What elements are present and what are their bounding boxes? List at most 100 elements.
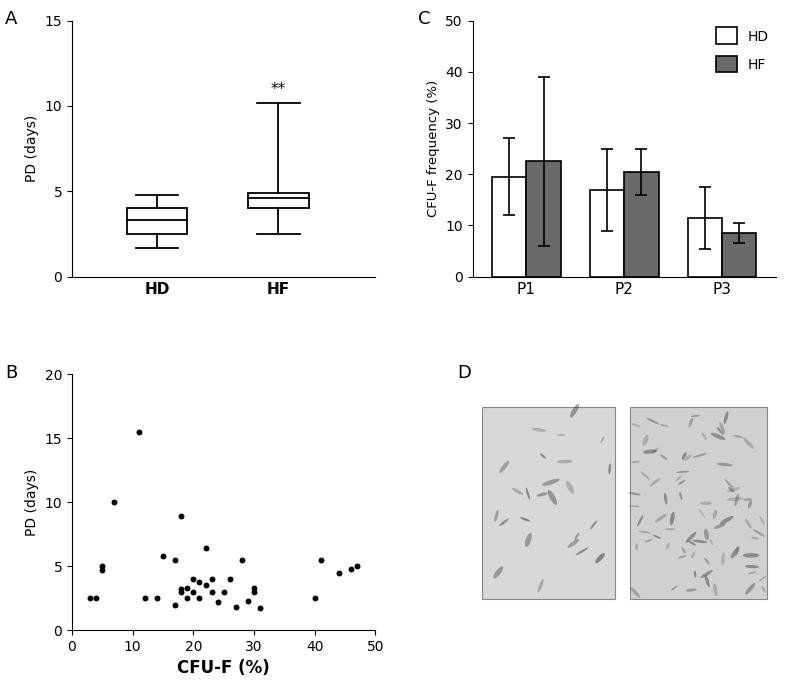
Point (90, 593, 102, 603)
Ellipse shape (713, 510, 717, 519)
Point (351, 561, 364, 572)
Ellipse shape (678, 480, 685, 485)
X-axis label: CFU-F (%): CFU-F (%) (178, 660, 270, 677)
Bar (688, 218, 722, 277)
Ellipse shape (652, 447, 658, 454)
Ellipse shape (641, 471, 650, 480)
Ellipse shape (728, 487, 734, 492)
Text: B: B (6, 364, 18, 382)
Ellipse shape (724, 411, 729, 424)
Ellipse shape (719, 422, 725, 434)
Point (84, 593, 97, 603)
Ellipse shape (705, 575, 710, 587)
Point (199, 580, 212, 591)
Ellipse shape (538, 579, 544, 593)
Ellipse shape (548, 490, 557, 505)
Ellipse shape (689, 541, 696, 545)
Ellipse shape (646, 418, 659, 425)
Ellipse shape (748, 500, 752, 508)
Ellipse shape (576, 547, 588, 555)
Ellipse shape (650, 478, 660, 486)
Ellipse shape (655, 514, 667, 523)
Ellipse shape (686, 588, 697, 592)
Ellipse shape (557, 434, 566, 436)
Ellipse shape (713, 584, 718, 596)
Ellipse shape (567, 539, 579, 548)
Ellipse shape (704, 528, 709, 540)
Ellipse shape (670, 512, 674, 525)
Point (175, 511, 188, 522)
Point (169, 599, 182, 610)
Ellipse shape (717, 463, 733, 466)
Ellipse shape (635, 543, 638, 551)
Ellipse shape (526, 488, 530, 499)
Ellipse shape (590, 521, 597, 530)
Point (242, 595, 254, 606)
Ellipse shape (494, 566, 503, 579)
Ellipse shape (727, 487, 741, 492)
Point (193, 593, 206, 603)
Ellipse shape (628, 493, 641, 495)
Text: D: D (458, 364, 471, 382)
Ellipse shape (520, 517, 530, 521)
Ellipse shape (676, 471, 690, 473)
Legend: HD, HF: HD, HF (716, 27, 769, 73)
Point (345, 563, 358, 574)
Point (211, 597, 224, 608)
Ellipse shape (595, 553, 605, 563)
Y-axis label: CFU-F frequency (%): CFU-F frequency (%) (426, 80, 440, 217)
Point (138, 593, 151, 603)
Ellipse shape (499, 519, 509, 526)
Ellipse shape (693, 540, 707, 543)
Point (96, 561, 109, 572)
Point (169, 554, 182, 565)
Point (175, 584, 188, 595)
Ellipse shape (743, 498, 752, 501)
Ellipse shape (745, 583, 755, 595)
Point (230, 601, 242, 612)
Ellipse shape (643, 449, 657, 453)
Point (157, 551, 170, 562)
Ellipse shape (574, 532, 579, 540)
Ellipse shape (682, 452, 686, 460)
Ellipse shape (748, 571, 756, 574)
Point (314, 554, 327, 565)
Point (248, 586, 261, 597)
Ellipse shape (540, 453, 546, 459)
Ellipse shape (704, 558, 710, 564)
Ellipse shape (682, 547, 686, 553)
Ellipse shape (637, 515, 643, 527)
Ellipse shape (630, 587, 640, 598)
Ellipse shape (660, 455, 667, 460)
Bar (722, 233, 757, 277)
Ellipse shape (570, 404, 579, 418)
Ellipse shape (645, 539, 653, 543)
Ellipse shape (710, 539, 714, 545)
Point (199, 543, 212, 553)
Ellipse shape (601, 436, 605, 443)
Ellipse shape (691, 552, 695, 558)
Ellipse shape (691, 415, 700, 417)
Ellipse shape (721, 552, 726, 565)
Ellipse shape (557, 460, 573, 463)
Ellipse shape (762, 586, 766, 593)
Ellipse shape (700, 501, 712, 505)
Ellipse shape (665, 528, 675, 530)
Ellipse shape (639, 531, 650, 534)
Ellipse shape (725, 479, 734, 488)
Point (187, 586, 200, 597)
Text: A: A (6, 10, 18, 28)
Ellipse shape (743, 438, 754, 449)
Ellipse shape (720, 516, 734, 524)
Ellipse shape (735, 547, 738, 556)
Ellipse shape (702, 433, 707, 440)
Point (108, 497, 121, 508)
Ellipse shape (714, 523, 726, 529)
Ellipse shape (679, 492, 682, 500)
Bar (482, 408, 615, 599)
Point (223, 573, 236, 584)
Ellipse shape (759, 516, 765, 525)
Ellipse shape (631, 462, 640, 463)
Ellipse shape (758, 575, 767, 582)
Ellipse shape (499, 461, 509, 473)
